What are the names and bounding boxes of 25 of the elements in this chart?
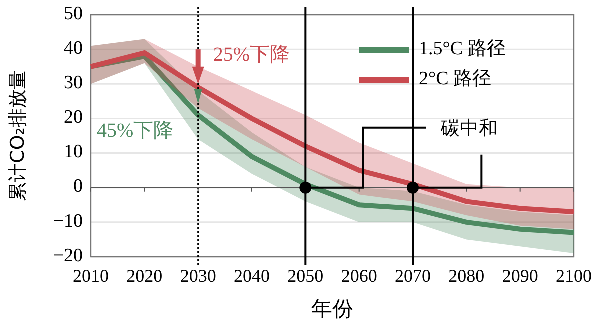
x-tick-label: 2050 bbox=[288, 266, 324, 286]
x-tick-label: 2060 bbox=[341, 266, 378, 286]
y-tick-label: −20 bbox=[53, 245, 83, 266]
y-tick-label: 0 bbox=[74, 176, 83, 198]
x-axis-title: 年份 bbox=[312, 297, 354, 321]
y-axis-title: 累计CO₂排放量 bbox=[7, 70, 29, 202]
legend-label: 2°C 路径 bbox=[419, 68, 492, 90]
y-tick-label: 40 bbox=[64, 38, 83, 59]
x-tick-label: 2100 bbox=[556, 266, 592, 286]
x-tick-label: 2080 bbox=[448, 266, 485, 286]
x-tick-label: 2030 bbox=[180, 266, 216, 286]
annotation: 45%下降 bbox=[97, 120, 174, 142]
y-tick-label: 20 bbox=[64, 107, 83, 128]
x-tick-label: 2090 bbox=[502, 266, 538, 286]
legend-label: 1.5°C 路径 bbox=[419, 38, 506, 60]
y-tick-label: −10 bbox=[53, 210, 83, 232]
x-tick-label: 2040 bbox=[234, 266, 270, 286]
annotation: 碳中和 bbox=[440, 117, 498, 140]
annotation: 25%下降 bbox=[213, 44, 290, 66]
x-tick-label: 2010 bbox=[73, 266, 109, 286]
y-tick-label: 30 bbox=[64, 72, 83, 94]
y-tick-label: 50 bbox=[64, 3, 83, 24]
x-tick-label: 2070 bbox=[395, 266, 431, 286]
x-tick-label: 2020 bbox=[126, 266, 163, 286]
y-tick-label: 10 bbox=[64, 142, 83, 163]
